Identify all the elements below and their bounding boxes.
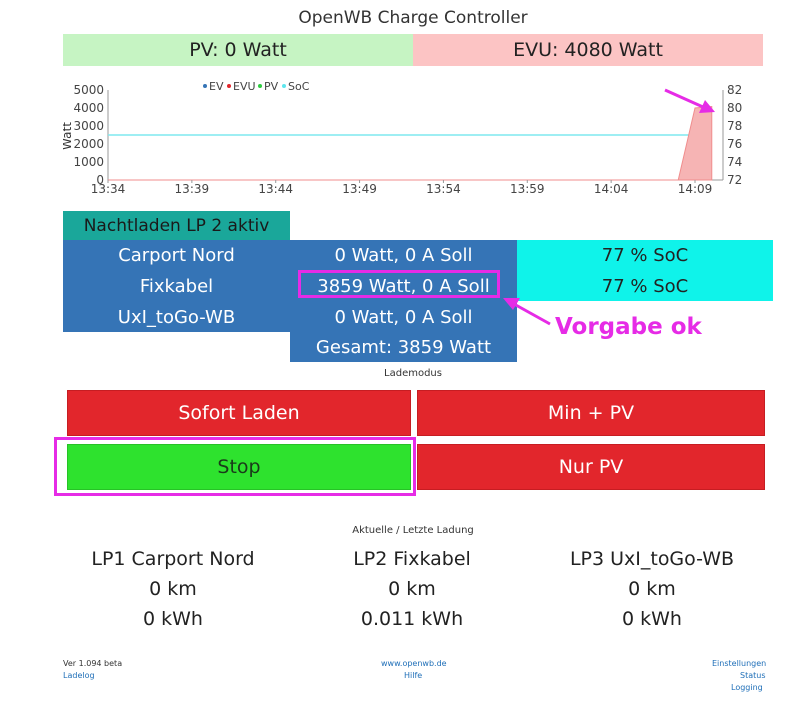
version-text: Ver 1.094 beta — [63, 659, 123, 668]
loadpoint-watts: 0 Watt, 0 A Soll 3859 Watt, 0 A Soll 0 W… — [290, 240, 517, 362]
lp2-stats-kwh: 0.011 kWh — [360, 608, 464, 630]
legend-item: SoC — [288, 80, 310, 93]
logging-link[interactable]: Logging — [731, 683, 763, 692]
einstellungen-link[interactable]: Einstellungen — [712, 659, 767, 668]
x-tick-label: 13:59 — [510, 182, 545, 196]
x-tick-label: 13:44 — [258, 182, 293, 196]
y-tick-label: 3000 — [73, 119, 104, 133]
website-link[interactable]: www.openwb.de — [381, 659, 447, 668]
lp1-name: Carport Nord — [118, 245, 235, 266]
y-axis-label: Watt — [63, 122, 74, 150]
power-chart: 5000 4000 3000 2000 1000 0 82 80 78 76 74 72 13:34… — [63, 80, 742, 196]
lp1-stats: LP1 Carport Nord 0 km 0 kWh — [43, 544, 303, 634]
lp2-stats-name: LP2 Fixkabel — [353, 548, 471, 570]
legend-item: PV — [264, 80, 279, 93]
hilfe-link[interactable]: Hilfe — [404, 671, 423, 680]
lp2-soc: 77 % SoC — [601, 276, 689, 297]
legend-swatch — [203, 84, 207, 88]
loadpoint-soc: 77 % SoC 77 % SoC — [517, 240, 773, 301]
y2-tick-label: 72 — [727, 173, 742, 187]
legend-swatch — [282, 84, 286, 88]
y2-tick-label: 82 — [727, 83, 742, 97]
lp2-watt: 3859 Watt, 0 A Soll — [317, 276, 490, 297]
y-tick-label: 5000 — [73, 83, 104, 97]
loadpoint-names: Carport Nord Fixkabel UxI_toGo-WB — [63, 240, 290, 332]
lp3-stats-km: 0 km — [628, 578, 676, 600]
lp1-stats-kwh: 0 kWh — [143, 608, 203, 630]
lp3-stats: LP3 UxI_toGo-WB 0 km 0 kWh — [522, 544, 782, 634]
y2-tick-label: 78 — [727, 119, 742, 133]
stop-button[interactable]: Stop — [67, 444, 411, 490]
annotation-arrow-chart — [664, 88, 715, 113]
highlight-box-stop — [54, 437, 416, 496]
x-tick-label: 13:49 — [342, 182, 377, 196]
lp3-stats-name: LP3 UxI_toGo-WB — [569, 548, 735, 570]
lp2-stats: LP2 Fixkabel 0 km 0.011 kWh — [282, 544, 542, 634]
stats-section-title: Aktuelle / Letzte Ladung — [352, 525, 474, 536]
y-tick-label: 4000 — [73, 101, 104, 115]
y2-tick-label: 80 — [727, 101, 742, 115]
min-pv-button[interactable]: Min + PV — [417, 390, 765, 436]
lp1-watt: 0 Watt, 0 A Soll — [334, 245, 473, 266]
evu-power-bar: EVU: 4080 Watt — [413, 34, 763, 66]
legend-swatch — [227, 84, 231, 88]
lp3-watt: 0 Watt, 0 A Soll — [334, 307, 473, 328]
evu-series-area — [108, 106, 713, 181]
x-tick-label: 14:09 — [678, 182, 713, 196]
y-tick-label: 2000 — [73, 137, 104, 151]
annotation-arrow-watt — [503, 298, 551, 326]
ladelog-link[interactable]: Ladelog — [63, 671, 95, 680]
legend-item: EVU — [233, 80, 256, 93]
nur-pv-button[interactable]: Nur PV — [417, 444, 765, 490]
legend-swatch — [258, 84, 262, 88]
mode-section-title: Lademodus — [384, 368, 442, 379]
total-watt: Gesamt: 3859 Watt — [315, 337, 492, 358]
y-tick-label: 1000 — [73, 155, 104, 169]
pv-power-bar: PV: 0 Watt — [63, 34, 413, 66]
highlight-box-watt — [298, 270, 500, 298]
sofort-laden-button[interactable]: Sofort Laden — [67, 390, 411, 436]
night-charge-status: Nachtladen LP 2 aktiv — [63, 211, 290, 240]
lp3-stats-kwh: 0 kWh — [622, 608, 682, 630]
x-tick-label: 14:04 — [594, 182, 629, 196]
lp1-stats-km: 0 km — [149, 578, 197, 600]
lp3-name: UxI_toGo-WB — [117, 307, 236, 328]
y2-tick-label: 76 — [727, 137, 742, 151]
x-tick-label: 13:39 — [175, 182, 210, 196]
x-tick-label: 13:34 — [91, 182, 126, 196]
lp2-stats-km: 0 km — [388, 578, 436, 600]
annotation-text: Vorgabe ok — [555, 314, 702, 340]
lp2-name: Fixkabel — [139, 276, 214, 297]
lp1-stats-name: LP1 Carport Nord — [91, 548, 255, 570]
x-tick-label: 13:54 — [426, 182, 461, 196]
page-title: OpenWB Charge Controller — [298, 8, 528, 28]
status-link[interactable]: Status — [740, 671, 766, 680]
lp1-soc: 77 % SoC — [601, 245, 689, 266]
y-tick-label: 0 — [96, 173, 104, 187]
legend-item: EV — [209, 80, 224, 93]
y2-tick-label: 74 — [727, 155, 742, 169]
